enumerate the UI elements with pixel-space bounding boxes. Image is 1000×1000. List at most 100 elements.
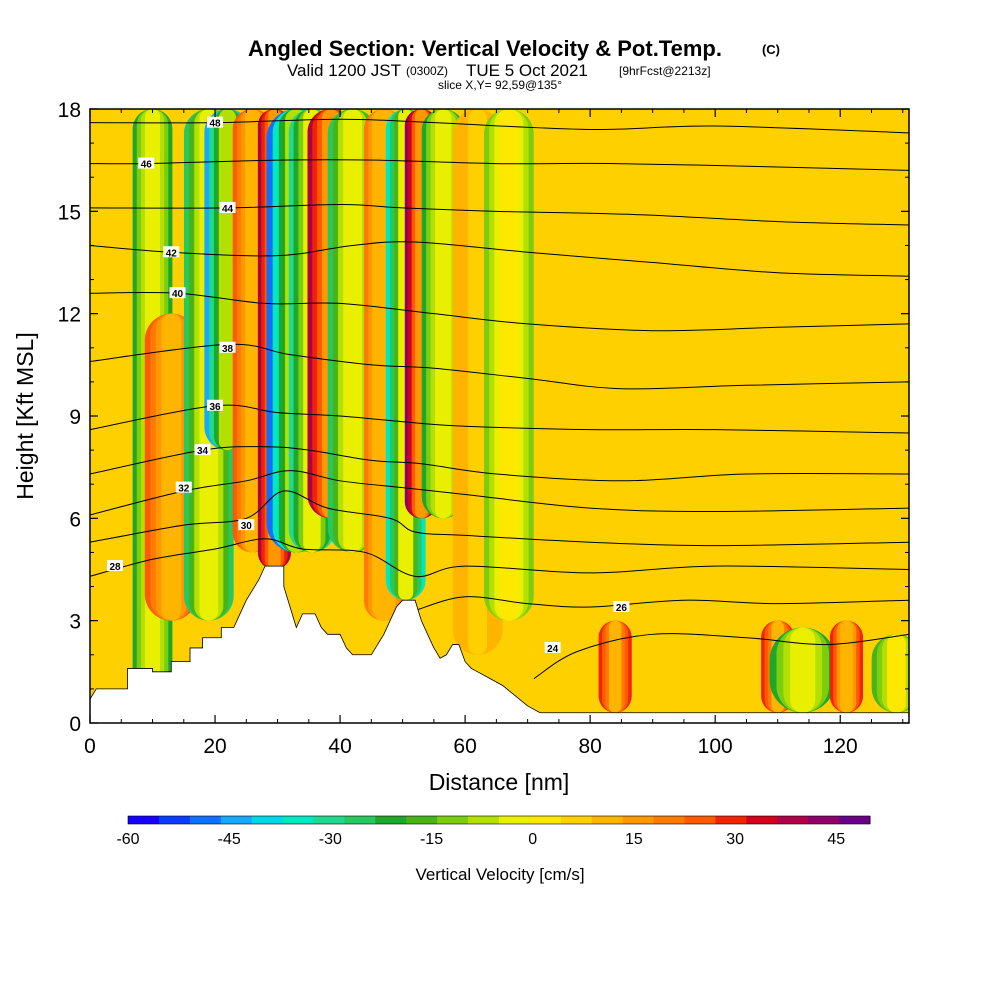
terrain-profile xyxy=(90,566,909,723)
contour-label-46: 46 xyxy=(138,157,155,171)
theta-contour-38 xyxy=(90,343,909,390)
colorbar-swatch xyxy=(437,816,469,824)
contour-label-box xyxy=(194,444,211,456)
contour-label-32: 32 xyxy=(175,481,192,495)
contour-label-text: 26 xyxy=(616,603,628,614)
contour-label-text: 48 xyxy=(209,119,221,130)
colorbar-swatch xyxy=(746,816,778,824)
colorbar-swatch xyxy=(591,816,624,824)
valid-time-line: Valid 1200 JST (0300Z) TUE 5 Oct 2021 [9… xyxy=(287,61,711,80)
velocity-feature xyxy=(144,313,198,621)
chart-title: Angled Section: Vertical Velocity & Pot.… xyxy=(248,36,722,61)
colorbar-swatch xyxy=(375,816,407,824)
theta-contour-32 xyxy=(90,470,909,516)
contour-label-36: 36 xyxy=(207,399,224,413)
contour-label-42: 42 xyxy=(163,246,180,259)
x-tick-label: 80 xyxy=(578,735,601,758)
colorbar-swatch xyxy=(251,816,284,824)
contour-label-box xyxy=(163,246,180,258)
contour-label-box xyxy=(207,399,224,411)
colorbar-swatch xyxy=(560,816,593,824)
y-tick-label: 0 xyxy=(69,713,81,736)
y-tick-label: 9 xyxy=(69,406,81,429)
contour-label-box xyxy=(544,641,561,653)
velocity-feature xyxy=(598,620,632,713)
contour-label-26: 26 xyxy=(613,601,630,614)
colorbar-swatch xyxy=(158,816,191,824)
colorbar-tick-label: 0 xyxy=(528,831,537,848)
plot-area: 24 26 28 30 32 34 36 38 40 42 44 46 48 xyxy=(90,109,909,723)
chart-title-mark: (C) xyxy=(762,42,780,57)
y-tick-label: 6 xyxy=(69,508,81,531)
valid-prefix: Valid 1200 JST xyxy=(287,61,401,80)
x-tick-label: 120 xyxy=(823,735,858,758)
velocity-band xyxy=(840,620,853,713)
colorbar-swatch xyxy=(406,816,438,824)
colorbar-swatch xyxy=(839,816,871,824)
colorbar-swatch xyxy=(808,816,840,824)
contour-label-box xyxy=(138,157,155,169)
colorbar-label: Vertical Velocity [cm/s] xyxy=(415,865,584,884)
contour-label-box xyxy=(169,287,186,299)
velocity-band xyxy=(245,109,261,553)
contour-label-box xyxy=(238,519,255,531)
velocity-band xyxy=(887,634,906,713)
colorbar-tick-label: -60 xyxy=(116,831,139,848)
contour-label-box xyxy=(107,560,124,572)
x-tick-label: 40 xyxy=(328,735,351,758)
contour-label-30: 30 xyxy=(238,519,255,532)
theta-contour-labels: 24 26 28 30 32 34 36 38 40 42 44 46 48 xyxy=(90,116,909,714)
contour-label-28: 28 xyxy=(107,560,124,573)
forecast-info: [9hrFcst@2213z] xyxy=(619,64,711,78)
colorbar-tick-label: 30 xyxy=(726,831,744,848)
colorbar-swatch xyxy=(499,816,531,824)
contour-label-box xyxy=(207,116,224,128)
y-tick-label: 3 xyxy=(69,611,81,634)
colorbar-swatch xyxy=(220,816,253,824)
contour-label-box xyxy=(219,201,236,213)
contour-label-text: 40 xyxy=(172,289,184,300)
y-axis-label: Height [Kft MSL] xyxy=(12,332,38,499)
velocity-band xyxy=(468,109,487,655)
colorbar-swatch xyxy=(529,816,562,824)
contour-label-text: 46 xyxy=(141,160,153,171)
velocity-band xyxy=(435,109,452,519)
valid-date: TUE 5 Oct 2021 xyxy=(466,61,588,80)
contour-label-text: 32 xyxy=(178,484,190,495)
velocity-band xyxy=(499,109,519,621)
theta-contour-40 xyxy=(90,291,909,332)
colorbar-tick-label: -30 xyxy=(319,831,342,848)
velocity-band xyxy=(608,620,622,713)
theta-contour-34 xyxy=(90,446,909,482)
contour-label-text: 24 xyxy=(547,644,559,655)
contour-label-box xyxy=(175,481,192,493)
velocity-field xyxy=(132,109,909,713)
colorbar-swatch xyxy=(344,816,376,824)
x-tick-label: 60 xyxy=(453,735,476,758)
x-tick-label: 20 xyxy=(203,735,226,758)
theta-contour-28 xyxy=(90,538,909,578)
contour-label-text: 30 xyxy=(241,521,253,532)
colorbar-swatch xyxy=(777,816,809,824)
contour-label-38: 38 xyxy=(219,341,236,355)
contour-label-box xyxy=(613,601,630,613)
contour-label-text: 36 xyxy=(209,402,221,413)
colorbar-swatch xyxy=(282,816,314,824)
velocity-band xyxy=(161,313,182,621)
terrain-outline xyxy=(90,565,909,714)
velocity-band xyxy=(790,627,816,713)
colorbar-tick-label: 45 xyxy=(827,831,845,848)
x-tick-label: 0 xyxy=(84,735,96,758)
colorbar-swatch xyxy=(653,816,685,824)
colorbar-swatch xyxy=(622,816,655,824)
colorbar-tick-label: -45 xyxy=(218,831,241,848)
colorbar-swatch xyxy=(684,816,716,824)
colorbar-swatch xyxy=(313,816,345,824)
theta-contour-42 xyxy=(90,241,909,277)
theta-contour-24 xyxy=(533,633,909,680)
velocity-band xyxy=(218,109,237,451)
x-tick-label: 100 xyxy=(698,735,733,758)
y-tick-label: 12 xyxy=(58,304,81,327)
colorbar-swatch xyxy=(715,816,747,824)
